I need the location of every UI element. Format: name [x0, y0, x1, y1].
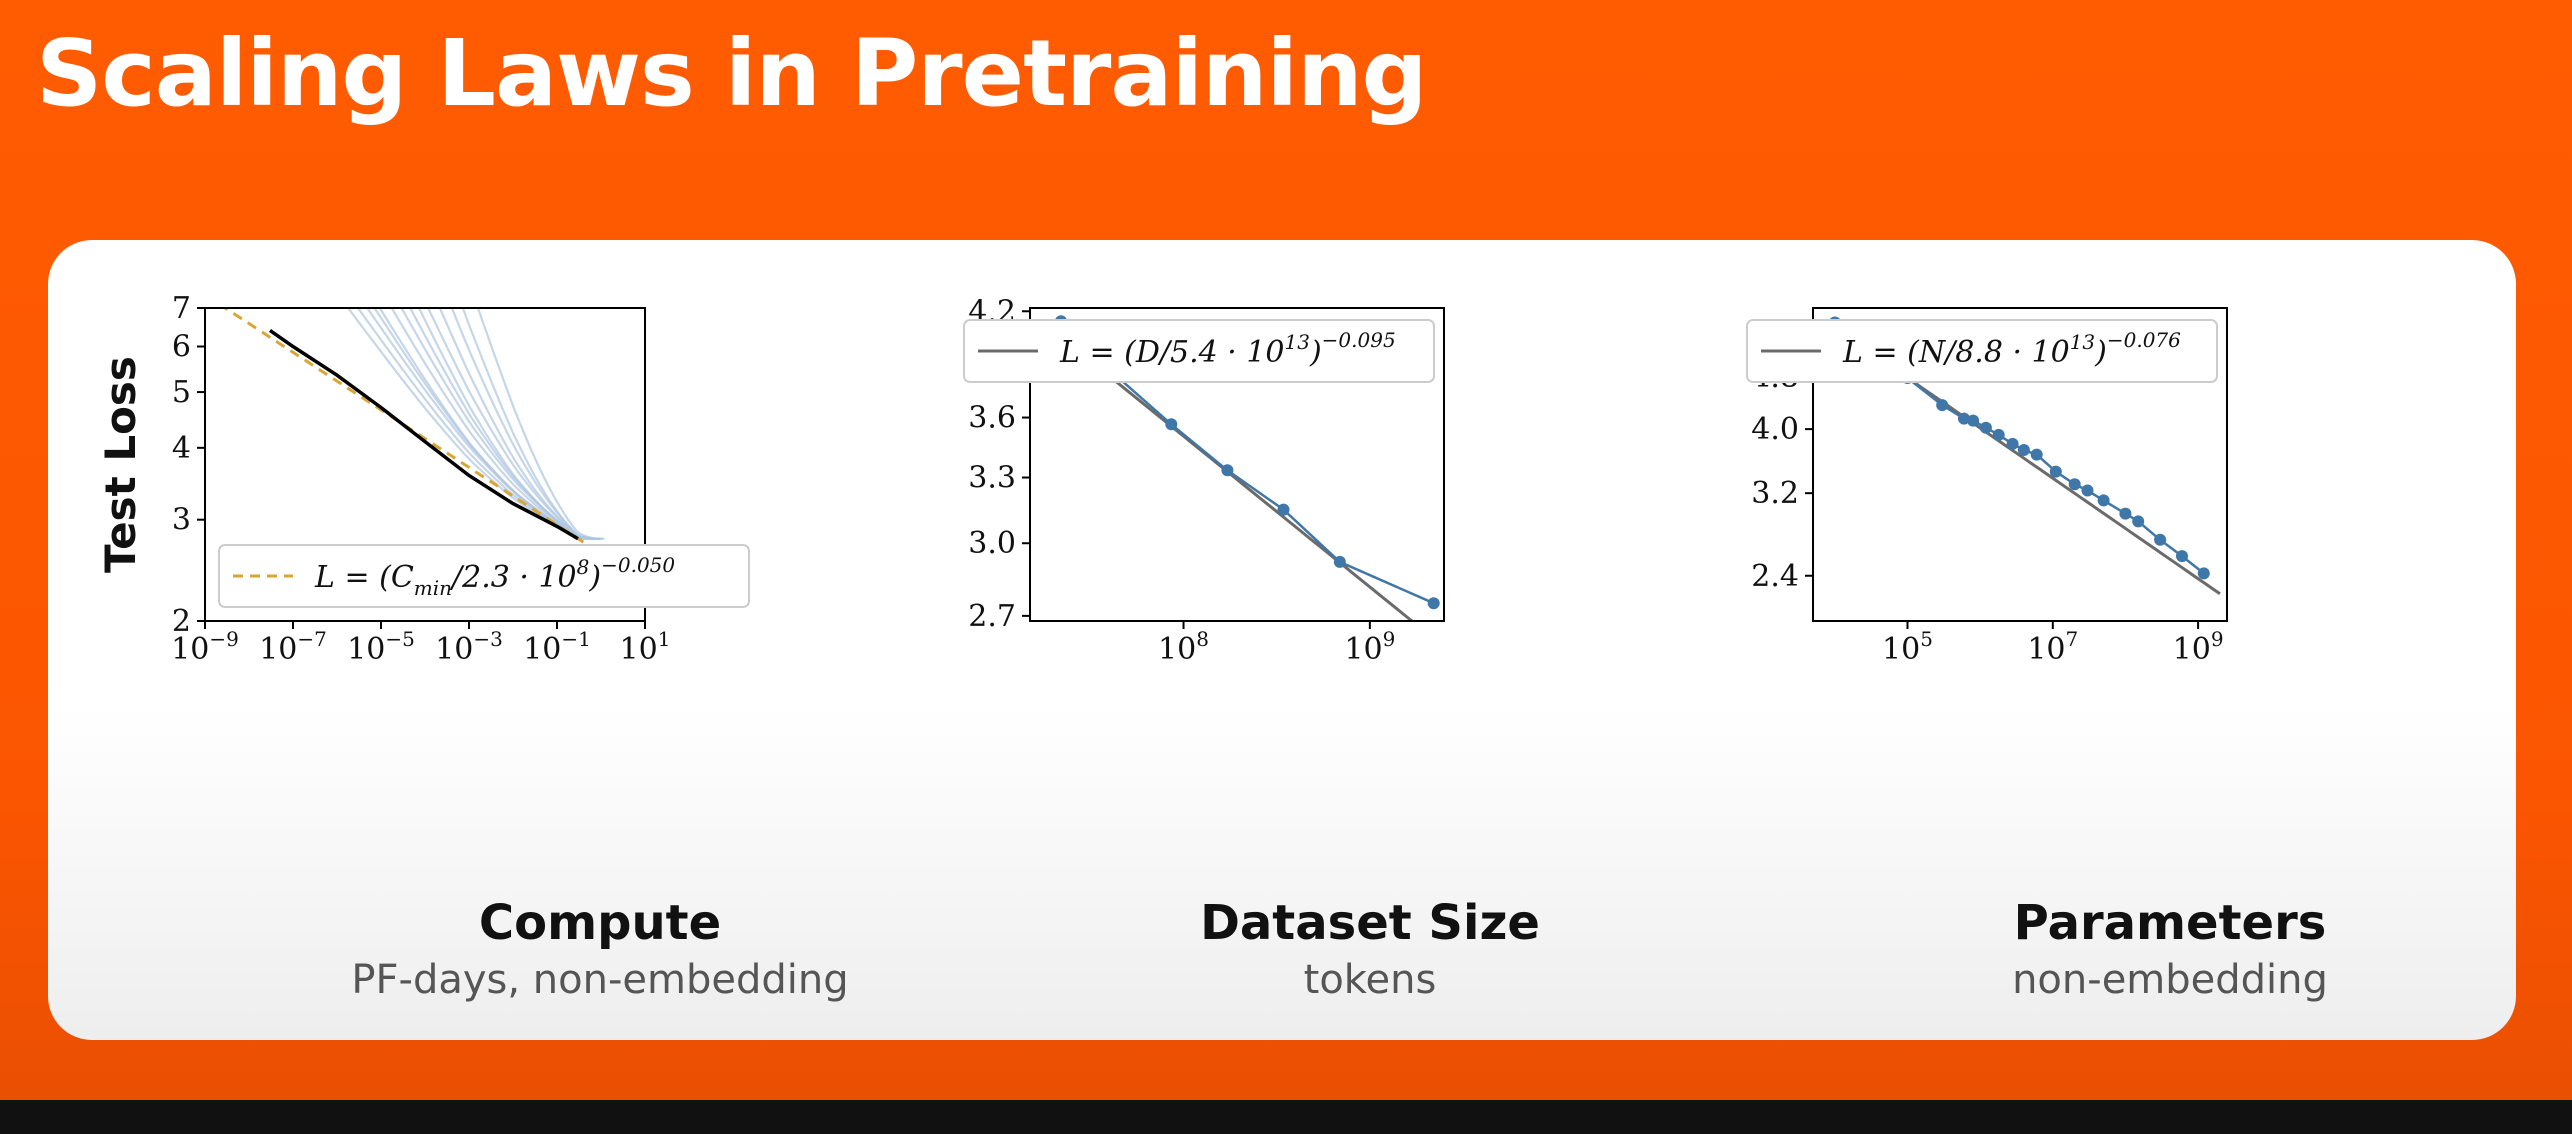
- data-point: [2197, 567, 2210, 580]
- legend-box: [1746, 319, 2218, 383]
- legend-box: [963, 319, 1435, 383]
- legend-label: L = (Cmin/2.3 · 108)−0.050: [314, 553, 675, 600]
- data-point: [2030, 448, 2043, 461]
- data-point: [1967, 414, 1980, 427]
- data-point: [2006, 437, 2019, 450]
- dataset-title: Dataset Size: [1200, 895, 1540, 951]
- y-tick-label: 7: [172, 291, 191, 326]
- legend: L = (Cmin/2.3 · 108)−0.050: [218, 544, 750, 608]
- y-tick-label: 6: [172, 330, 191, 365]
- compute-frontier-line: [268, 328, 579, 541]
- x-tick-label: 10−1: [523, 627, 591, 667]
- training-run-curve: [417, 308, 595, 540]
- data-point: [1221, 464, 1234, 477]
- plot-area: [1828, 316, 2221, 596]
- y-tick-label: 3.6: [968, 401, 1016, 436]
- x-tick-label: 10−7: [259, 627, 327, 667]
- data-point: [1165, 418, 1178, 431]
- x-tick-label: 10−3: [435, 627, 503, 667]
- y-tick-label: 3.3: [968, 461, 1016, 496]
- training-run-curve: [356, 308, 592, 540]
- training-run-curve: [476, 308, 602, 540]
- legend-box: [218, 544, 750, 608]
- training-run-curve: [390, 308, 602, 540]
- legend: L = (D/5.4 · 1013)−0.095: [963, 319, 1435, 383]
- y-tick-label: 4.0: [1751, 412, 1799, 447]
- y-axis-label: Test Loss: [96, 356, 145, 573]
- dataset-caption: Dataset Size tokens: [1020, 895, 1720, 1003]
- training-run-curve: [438, 308, 600, 540]
- data-point: [1979, 421, 1992, 434]
- data-point: [2017, 444, 2030, 456]
- y-tick-label: 2.4: [1751, 559, 1799, 594]
- x-tick-label: 10−5: [347, 627, 415, 667]
- compute-title: Compute: [478, 895, 722, 951]
- axes-frame: [1812, 307, 2228, 622]
- fit-line: [1060, 335, 1415, 621]
- y-tick-label: 5: [172, 375, 191, 410]
- data-point: [2049, 465, 2062, 478]
- data-point: [2176, 550, 2188, 563]
- y-tick-label: 2.7: [968, 599, 1016, 634]
- parameters-subtitle: non-embedding: [2012, 957, 2328, 1003]
- legend-label: L = (D/5.4 · 1013)−0.095: [1059, 328, 1396, 370]
- data-point: [2132, 515, 2145, 528]
- training-run-curve: [461, 308, 597, 540]
- data-point: [1936, 399, 1949, 412]
- x-tick-label: 109: [2173, 627, 2224, 667]
- plot-area: [222, 308, 645, 584]
- data-point: [1992, 428, 2005, 441]
- data-point: [2068, 478, 2081, 491]
- y-tick-label: 2: [172, 604, 191, 639]
- training-run-curve: [346, 308, 579, 540]
- training-run-curve: [426, 308, 603, 540]
- parameters-title: Parameters: [2013, 895, 2327, 951]
- data-point: [2097, 494, 2110, 507]
- axes-frame: [1029, 307, 1445, 622]
- data-point: [1958, 412, 1970, 425]
- data-point: [1277, 503, 1290, 516]
- axes-frame: [204, 307, 646, 622]
- y-tick-label: 4: [172, 431, 191, 466]
- bottom-strip: [0, 1100, 2572, 1134]
- x-tick-label: 107: [2027, 627, 2078, 667]
- data-point: [1333, 555, 1346, 568]
- data-point: [2081, 484, 2094, 497]
- slide-title: Scaling Laws in Pretraining: [36, 20, 1427, 127]
- data-point: [2119, 507, 2132, 520]
- compute-chart: 10−9 10−7 10−5 10−3 10−1 101 2 3 4 5 6 7 Test Loss L …: [96, 291, 750, 667]
- x-tick-label: 105: [1882, 627, 1933, 667]
- data-point: [2154, 533, 2167, 546]
- x-tick-label: 108: [1158, 627, 1209, 667]
- y-tick-label: 3: [172, 503, 191, 538]
- parameters-caption: Parameters non-embedding: [1820, 895, 2520, 1003]
- y-tick-label: 3.2: [1751, 476, 1799, 511]
- legend-label: L = (N/8.8 · 1013)−0.076: [1842, 328, 2181, 370]
- fit-line-dashed: [222, 308, 645, 584]
- x-tick-label: 10−9: [171, 627, 239, 667]
- y-tick-label: 3.0: [968, 526, 1016, 561]
- dataset-subtitle: tokens: [1303, 957, 1437, 1003]
- legend: L = (N/8.8 · 1013)−0.076: [1746, 319, 2218, 383]
- x-tick-label: 101: [620, 627, 671, 667]
- compute-caption: Compute PF-days, non-embedding: [250, 895, 950, 1003]
- x-tick-label: 109: [1344, 627, 1395, 667]
- data-point: [1427, 597, 1440, 610]
- compute-subtitle: PF-days, non-embedding: [351, 957, 849, 1003]
